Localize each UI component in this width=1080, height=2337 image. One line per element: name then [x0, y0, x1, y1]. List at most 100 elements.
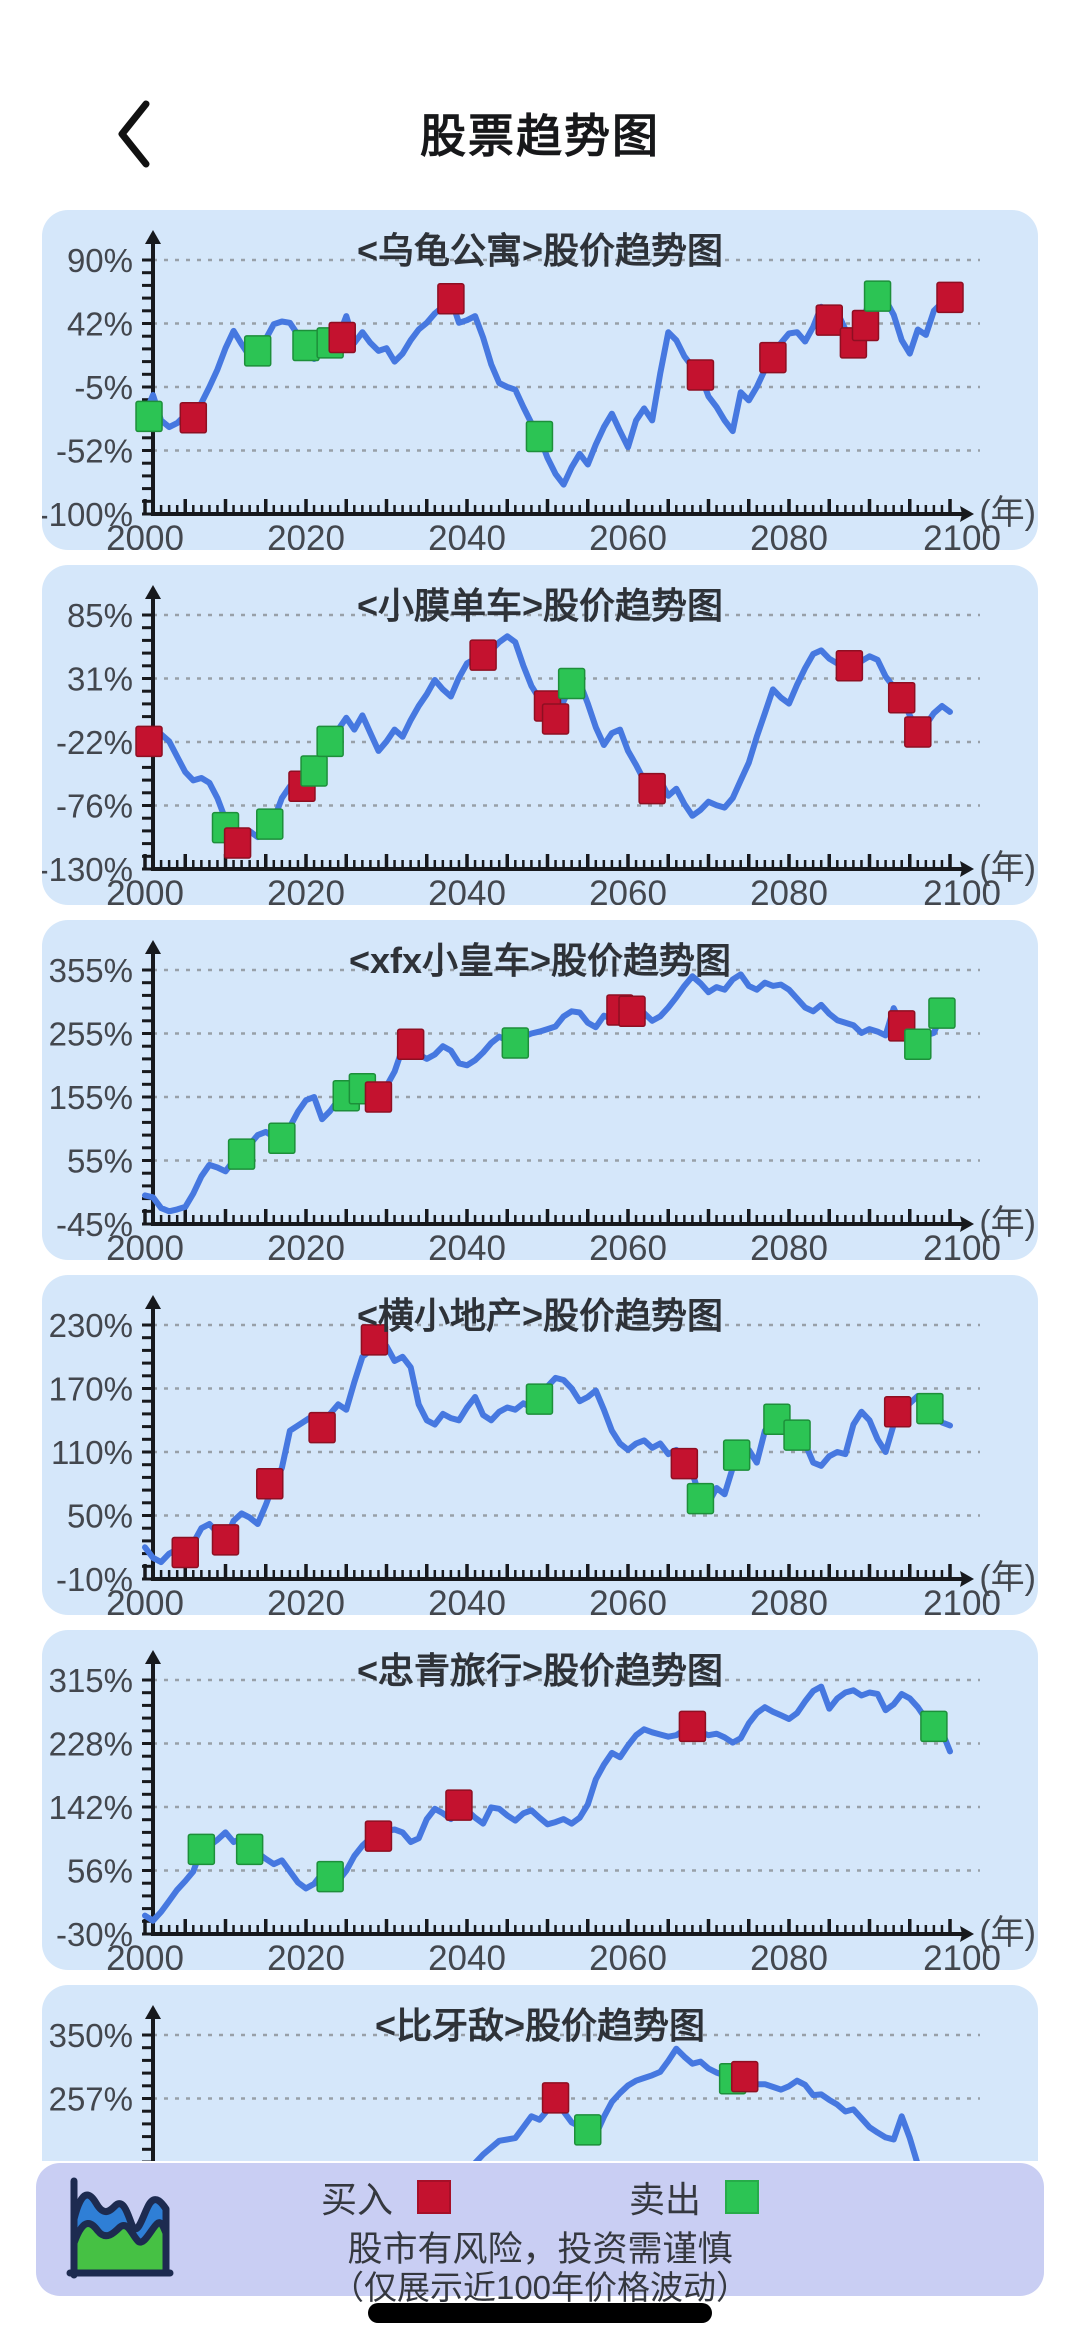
y-tick-label: -45% [56, 1206, 133, 1243]
buy-marker [360, 1324, 389, 1356]
x-tick-label: 2020 [267, 874, 345, 905]
y-tick-label: -22% [56, 724, 133, 761]
buy-marker [686, 359, 715, 391]
buy-marker [851, 309, 880, 342]
stock-chart-card: <横小地产>股价趋势图 230% 170% 110% 50% -10% 2000 2020 20… [42, 1275, 1038, 1615]
x-tick-label: 2020 [267, 1584, 345, 1615]
price-line [142, 971, 953, 1215]
sell-marker [292, 329, 320, 362]
sell-marker [300, 755, 328, 787]
sell-marker [863, 280, 892, 312]
y-axis-arrow [145, 230, 161, 244]
chart-plot: 315% 228% 142% 56% -30%2000 2020 2040 2060 2080 2… [49, 1650, 1036, 1970]
y-tick-label: 110% [51, 1434, 133, 1471]
y-tick-label: 42% [67, 306, 133, 343]
back-button[interactable] [108, 96, 168, 172]
x-tick-label: 2100 [923, 519, 1001, 550]
buy-marker [445, 1789, 473, 1821]
chart-scroll-area: <乌龟公寓>股价趋势图 90% 42% -5% -52% -100% 2000 2020 204… [42, 210, 1038, 2161]
header: 股票趋势图 [0, 0, 1080, 200]
sell-marker [525, 420, 554, 453]
x-tick-label: 2040 [428, 1584, 506, 1615]
x-tick-label: 2000 [106, 519, 184, 550]
y-axis-arrow [145, 2005, 161, 2019]
sell-marker [501, 1027, 530, 1059]
buy-marker [730, 2060, 759, 2093]
buy-marker [670, 1447, 699, 1480]
page-title: 股票趋势图 [420, 110, 660, 162]
buy-marker [135, 725, 163, 758]
x-tick-label: 2040 [428, 874, 506, 905]
x-unit-label: (年) [979, 494, 1036, 532]
x-tick-label: 2020 [267, 519, 345, 550]
buy-marker [887, 681, 916, 714]
sell-color-swatch [725, 2180, 760, 2214]
buy-marker [437, 283, 465, 315]
x-tick-label: 2060 [589, 1229, 667, 1260]
y-tick-label: 255% [49, 1016, 133, 1053]
x-tick-label: 2040 [428, 519, 506, 550]
sell-marker [235, 1833, 264, 1866]
sell-marker [187, 1833, 216, 1866]
chart-plot: 85% 31% -22% -76% -130%2000 2020 2040 2060 2080 2… [42, 585, 1036, 905]
buy-marker [541, 2082, 570, 2114]
legend-panel: 买入 卖出 股市有风险，投资需谨慎 （仅展示近100年价格波动） [36, 2163, 1044, 2306]
stock-chart-card: <忠青旅行>股价趋势图 315% 228% 142% 56% -30% 2000 2020 20… [42, 1630, 1038, 1970]
chevron-left-icon [108, 100, 168, 175]
y-tick-label: -76% [56, 788, 133, 825]
stock-chart-card: <小膜单车>股价趋势图 85% 31% -22% -76% -130% 2000 2020 20… [42, 565, 1038, 905]
buy-marker [396, 1028, 425, 1061]
x-unit-label: (年) [979, 1204, 1036, 1242]
y-tick-label: 257% [49, 2081, 133, 2118]
y-axis-arrow [145, 1295, 161, 1309]
buy-marker [211, 1524, 240, 1556]
legend-row: 买入 卖出 [36, 2171, 1044, 2223]
sell-marker [316, 725, 344, 758]
sell-label: 卖出 [629, 2179, 702, 2220]
sell-marker [904, 1028, 932, 1061]
buy-marker [618, 995, 646, 1028]
chart-plot: 90% 42% -5% -52% -100%2000 2020 2040 2060 2080 21… [42, 230, 1036, 550]
chart-plot: 230% 170% 110% 50% -10%2000 2020 2040 2060 2080 2… [49, 1295, 1036, 1615]
price-line [142, 1683, 953, 1924]
x-tick-label: 2000 [106, 1229, 184, 1260]
x-tick-label: 2100 [923, 1939, 1001, 1970]
sell-marker [316, 1860, 344, 1893]
y-tick-label: 315% [49, 1662, 133, 1699]
buy-marker [223, 827, 252, 859]
buy-marker [256, 1468, 284, 1500]
y-tick-label: 155% [49, 1079, 133, 1116]
sell-marker [722, 1439, 751, 1471]
x-tick-label: 2060 [589, 1939, 667, 1970]
y-tick-label: -130% [42, 851, 133, 888]
x-tick-label: 2040 [428, 1939, 506, 1970]
buy-marker [179, 401, 208, 434]
y-tick-label: 228% [49, 1726, 133, 1763]
sell-marker [928, 997, 956, 1029]
home-indicator[interactable] [368, 2303, 712, 2323]
sell-marker [557, 667, 586, 700]
x-tick-label: 2080 [750, 1584, 828, 1615]
buy-marker [364, 1081, 393, 1113]
buy-marker [815, 304, 843, 336]
buy-marker [541, 703, 570, 735]
chart-title: <比牙敌>股价趋势图 [374, 2005, 706, 2046]
chart-title: <乌龟公寓>股价趋势图 [356, 230, 724, 271]
x-tick-label: 2040 [428, 1229, 506, 1260]
risk-warning-text: 股市有风险，投资需谨慎 [347, 2230, 733, 2269]
x-unit-label: (年) [979, 1559, 1036, 1597]
y-tick-label: 230% [49, 1307, 133, 1344]
y-tick-label: 56% [67, 1853, 133, 1890]
chart-plot: 355% 255% 155% 55% -45%2000 2020 2040 2060 2080 2… [49, 940, 1036, 1260]
sell-marker [574, 2114, 602, 2146]
buy-marker [364, 1820, 393, 1852]
chart-title: <小膜单车>股价趋势图 [356, 585, 724, 626]
x-axis-arrow [960, 1571, 974, 1587]
chart-title: <xfx小皇车>股价趋势图 [348, 940, 732, 981]
y-tick-label: 355% [49, 952, 133, 989]
y-tick-label: -100% [42, 496, 133, 533]
y-tick-label: 142% [49, 1789, 133, 1826]
x-tick-label: 2100 [923, 1229, 1001, 1260]
buy-marker [904, 716, 932, 748]
y-tick-label: -52% [56, 433, 133, 470]
